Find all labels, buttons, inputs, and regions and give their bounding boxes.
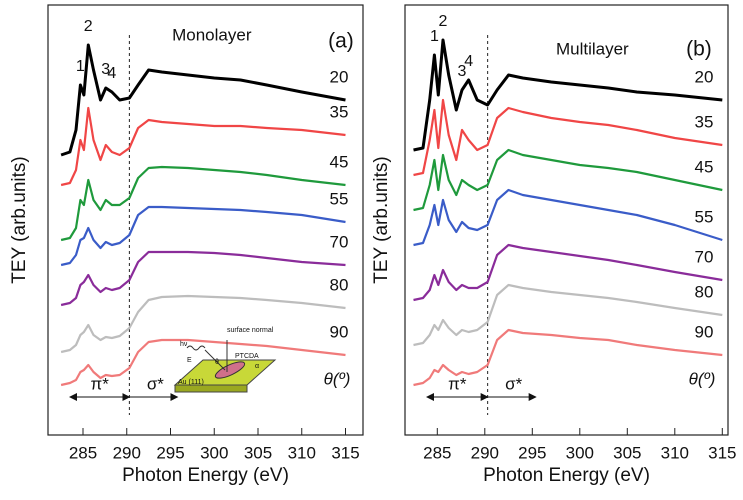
panel-label: (b) — [686, 38, 712, 61]
inset-label: PTCDA — [235, 353, 259, 360]
spectrum-line — [60, 205, 346, 267]
spectrum-line — [413, 188, 723, 247]
spectrum-line — [413, 328, 723, 387]
wave — [186, 345, 206, 351]
y-axis-label: TEY (arb.units) — [371, 156, 392, 283]
peak-label: 2 — [84, 18, 93, 35]
x-tick-label: 315 — [331, 443, 359, 462]
x-tick-label: 300 — [566, 443, 594, 462]
series-label: 70 — [330, 232, 349, 251]
y-axis-label: TEY (arb.units) — [9, 156, 30, 283]
inset-label: surface normal — [227, 327, 274, 334]
x-axis-label: Photon Energy (eV) — [122, 465, 289, 486]
x-axis-label: Photon Energy (eV) — [483, 465, 650, 486]
spectrum-line — [413, 38, 723, 152]
spectrum-line — [413, 98, 723, 177]
x-tick-label: 300 — [200, 443, 228, 462]
series-label: 20 — [330, 67, 349, 86]
molecule — [214, 361, 246, 379]
peak-label: 4 — [464, 53, 473, 70]
spectrum-line — [413, 283, 723, 347]
peak-label: 1 — [430, 28, 439, 45]
region-label: σ* — [505, 374, 522, 393]
series-label: 55 — [330, 189, 349, 208]
panel-title: Monolayer — [172, 25, 252, 44]
series-label: 90 — [330, 322, 349, 341]
spectrum-line — [413, 243, 723, 302]
series-label: 45 — [330, 152, 349, 171]
spectrum-line — [413, 148, 723, 212]
legend-title: θ(º) — [689, 369, 716, 388]
legend-title: θ(º) — [324, 369, 351, 388]
series-label: 35 — [695, 112, 714, 131]
inset-label: θ — [215, 359, 219, 366]
panel-label: (a) — [328, 30, 354, 53]
series-label: 90 — [695, 322, 714, 341]
series-label: 45 — [695, 157, 714, 176]
x-tick-label: 290 — [471, 443, 499, 462]
spectrum-line — [60, 106, 346, 187]
x-tick-label: 285 — [69, 443, 97, 462]
inset-label: Au (111) — [178, 379, 204, 386]
peak-label: 1 — [76, 58, 85, 75]
x-tick-label: 290 — [113, 443, 141, 462]
x-tick-label: 310 — [661, 443, 689, 462]
plot-frame — [47, 4, 364, 436]
peak-label: 2 — [439, 13, 448, 30]
substrate-side — [174, 384, 248, 393]
x-tick-label: 305 — [244, 443, 272, 462]
peak-label: 3 — [101, 61, 110, 78]
inset-label: α — [255, 363, 259, 370]
x-tick-label: 295 — [156, 443, 184, 462]
spectrum-line — [60, 338, 346, 387]
panel-title: Multilayer — [556, 39, 629, 58]
region-label: σ* — [147, 374, 164, 393]
x-tick-label: 295 — [518, 443, 546, 462]
series-label: 80 — [330, 275, 349, 294]
x-tick-label: 285 — [423, 443, 451, 462]
series-label: 20 — [695, 67, 714, 86]
beam — [204, 349, 226, 371]
x-tick-label: 305 — [613, 443, 641, 462]
peak-label: 3 — [458, 63, 467, 80]
series-label: 55 — [695, 207, 714, 226]
plot-frame — [404, 4, 729, 436]
region-label: π* — [448, 374, 467, 393]
peak-label: 4 — [107, 65, 116, 82]
spectrum-line — [60, 43, 346, 157]
spectrum-line — [60, 250, 346, 307]
spectrum-line — [60, 165, 346, 242]
x-tick-label: 310 — [288, 443, 316, 462]
series-label: 80 — [695, 282, 714, 301]
inset-label: hν — [180, 341, 188, 348]
spectrum-line — [60, 294, 346, 354]
series-label: 35 — [330, 102, 349, 121]
inset-label: E — [187, 357, 192, 364]
x-tick-label: 315 — [708, 443, 736, 462]
region-label: π* — [91, 374, 110, 393]
series-label: 70 — [695, 247, 714, 266]
